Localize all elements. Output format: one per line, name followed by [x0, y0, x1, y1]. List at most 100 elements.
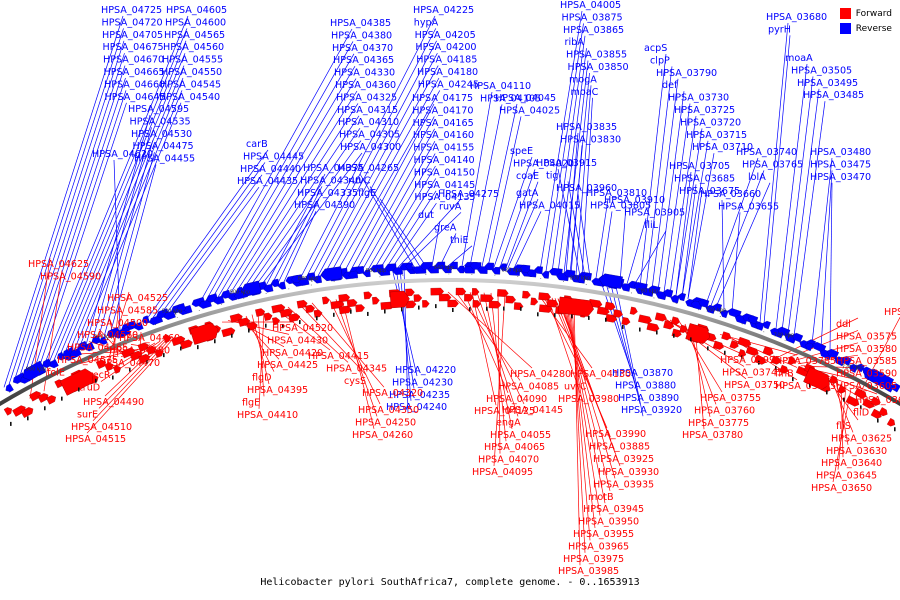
- gene-label: speE: [510, 146, 533, 157]
- gene-label: HPSA_03805: [590, 200, 651, 211]
- gene-label: motB: [588, 492, 614, 503]
- gene-label: HPSA_03710: [692, 142, 753, 153]
- gene-label: HPSA_04340: [300, 175, 361, 186]
- tick-7: 820 kbp: [502, 267, 522, 274]
- gene-label: HPSA_04575: [57, 355, 118, 366]
- fwd-feature-14: [112, 365, 122, 374]
- rev-feature-0: [5, 383, 14, 393]
- fwd-feature-119: [886, 417, 896, 427]
- gene-label: HPSA_03975: [563, 554, 624, 565]
- fwd-feature-23: [179, 339, 193, 350]
- tick-0: 960 kbp: [26, 366, 46, 373]
- fwd-feature-83: [621, 317, 631, 326]
- gene-label: ruvA: [439, 201, 462, 212]
- gene-label: HPSA_03485: [803, 90, 864, 101]
- legend-forward: Forward: [839, 6, 892, 21]
- fwd-block-2: [389, 290, 410, 309]
- tick-label-6: 840 kbp: [434, 265, 454, 271]
- rev-feature-121: [777, 326, 791, 337]
- gene-label: HPSA_04585: [97, 305, 158, 316]
- gene-label: uvrC: [564, 381, 587, 392]
- gene-label: dut: [418, 210, 434, 221]
- fwd-feature-90: [671, 316, 681, 325]
- fwd-feature-19: [146, 345, 157, 355]
- fwd-feature-56: [422, 300, 430, 308]
- rev-feature-117: [748, 315, 759, 325]
- gene-label: moaC: [571, 87, 599, 98]
- gene-label: HPSA_04360: [335, 80, 396, 91]
- rev-feature-14: [99, 336, 108, 345]
- gene-label: HPSA_04250: [355, 417, 416, 428]
- fwd-feature-35: [272, 317, 280, 326]
- fwd-feature-20: [154, 349, 164, 358]
- gene-label: HPSA_04335: [297, 188, 358, 199]
- gene-label: HPSA_04260: [352, 430, 413, 441]
- gene-label: HPSA_04090: [486, 394, 547, 405]
- gene-label: HPSA_03985: [558, 566, 619, 577]
- gene-label: HPSA_04535: [130, 116, 191, 127]
- gene-label: HPSA_04345: [326, 363, 387, 374]
- rev-feature-61: [399, 262, 410, 271]
- rev-feature-77: [499, 263, 507, 271]
- gene-label: HPSA_04645: [105, 92, 166, 103]
- gene-label: HPSA_04435: [237, 176, 298, 187]
- fwd-feature-111: [828, 375, 838, 384]
- gene-label: HPSA_04245: [418, 79, 479, 90]
- gene-label: HPSA_03640: [821, 458, 882, 469]
- rev-feature-10: [70, 347, 82, 359]
- rev-feature-20: [134, 321, 144, 331]
- gene-label: HPSA_04580: [109, 345, 170, 356]
- gene-label: HPSA_03780: [682, 430, 743, 441]
- tick-label-5: 860 kbp: [366, 268, 386, 274]
- legend-reverse-label: Reverse: [855, 23, 892, 34]
- gene-label: HPSA_04515: [65, 434, 126, 445]
- rev-feature-18: [119, 326, 131, 337]
- gene-label: HPSA_04145: [414, 180, 475, 191]
- gene-label: HPSA_04265: [338, 163, 399, 174]
- gene-label: HPSA_04155: [413, 143, 474, 154]
- gene-label: HPSA_03810: [586, 188, 647, 199]
- gene-label: HPSA_04130: [570, 369, 631, 380]
- gene-label: HPSA_03610: [855, 395, 900, 406]
- gene-label: HPSA_04350: [358, 405, 419, 416]
- gene-label: pyrH: [768, 24, 791, 35]
- gene-label: HPSA_03680: [766, 12, 827, 23]
- gene-label: HPSA_04045: [495, 93, 556, 104]
- fwd-feature-118: [878, 407, 888, 417]
- fwd-feature-40: [305, 304, 315, 314]
- gene-label: HPSA_04445: [243, 151, 304, 162]
- fwd-feature-21: [162, 334, 172, 343]
- tick-11: 740 kbp: [774, 333, 794, 339]
- gene-label: HPSA_04665: [104, 67, 165, 78]
- fwd-feature-61: [464, 293, 474, 302]
- rev-feature-91: [584, 272, 592, 281]
- tick-8: 800 kbp: [570, 275, 590, 282]
- tick-label-8: 800 kbp: [570, 275, 590, 281]
- gene-label: acpS: [644, 43, 667, 54]
- gene-label: HPSA_04240: [386, 402, 447, 413]
- tick-2: 920 kbp: [162, 309, 182, 315]
- gene-label: HPSA_04315: [337, 105, 398, 116]
- gene-label: HPSA_03960: [556, 183, 617, 194]
- gene-label: HPSA_03585: [836, 356, 897, 367]
- gene-label: HPSA_03870: [612, 368, 673, 379]
- gene-label: HPSA_03995: [720, 355, 781, 366]
- gene-label: HPSA_04370: [332, 43, 393, 54]
- rev-feature-67: [434, 261, 446, 270]
- fwd-feature-117: [870, 396, 881, 406]
- gene-label: HPSA_04670: [103, 55, 164, 66]
- gene-label: HPSA_04225: [413, 5, 474, 16]
- gene-label: HPSA_03505: [791, 65, 852, 76]
- gene-label: HPSA_04415: [308, 351, 369, 362]
- gene-label: HPSA_04490: [83, 397, 144, 408]
- gene-label: HPSA_03925: [593, 454, 654, 465]
- gene-label: HPSA_03955: [573, 529, 634, 540]
- tick-3: 900 kbp: [230, 289, 250, 296]
- gene-label: HPSA_03855: [566, 50, 627, 61]
- fwd-feature-114: [853, 387, 867, 399]
- gene-features: [3, 261, 900, 427]
- tick-label-3: 900 kbp: [230, 289, 250, 295]
- gene-label: HPSA_03880: [615, 380, 676, 391]
